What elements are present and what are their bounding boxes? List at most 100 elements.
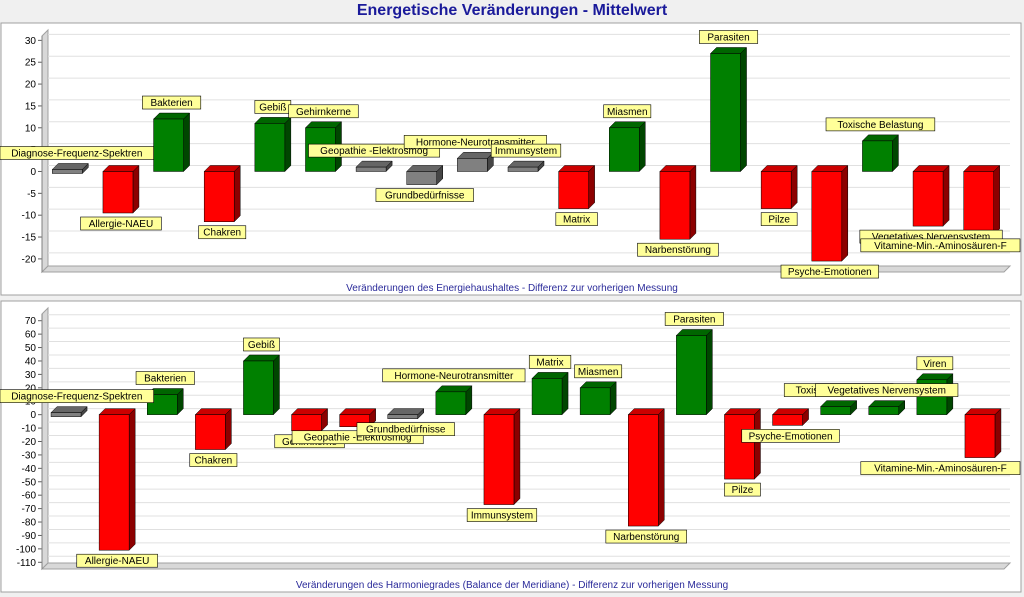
svg-text:Gehirnkerne: Gehirnkerne xyxy=(296,107,351,118)
y-tick-label: 40 xyxy=(25,356,37,367)
bar xyxy=(861,134,900,173)
category-label: Vitamine-Min.-Aminosäuren-F xyxy=(860,238,1021,253)
bar xyxy=(675,328,713,416)
bar xyxy=(868,400,906,416)
energy-chart-caption: Veränderungen des Energiehaushaltes - Di… xyxy=(346,283,678,294)
svg-text:Chakren: Chakren xyxy=(203,228,241,239)
svg-text:Hormone-Neurotransmitter: Hormone-Neurotransmitter xyxy=(416,137,536,148)
category-label: Toxische Belastung xyxy=(825,117,936,132)
bar xyxy=(912,164,950,227)
svg-text:Immunsystem: Immunsystem xyxy=(495,146,557,157)
bar xyxy=(811,164,849,262)
y-tick-label: -15 xyxy=(22,233,37,244)
category-label: Pilze xyxy=(724,482,761,497)
bar xyxy=(659,164,697,240)
energy-chart: 302520151050-5-10-15-20Diagnose-Frequenz… xyxy=(0,22,1022,296)
y-tick-label: -10 xyxy=(22,211,37,222)
y-tick-label: 10 xyxy=(25,123,37,134)
category-label: Miasmen xyxy=(574,364,623,379)
category-label: Gehirnkerne xyxy=(288,104,359,119)
bar xyxy=(531,371,569,416)
bar xyxy=(456,151,494,173)
category-label: Grundbedürfnisse xyxy=(356,422,455,436)
svg-text:Geopathie -Elektrosmog: Geopathie -Elektrosmog xyxy=(320,146,428,157)
bar xyxy=(51,162,89,175)
bar xyxy=(579,381,617,416)
category-label: Psyche-Emotionen xyxy=(741,429,840,443)
y-tick-label: 70 xyxy=(25,316,37,327)
bar xyxy=(146,387,184,416)
harmony-chart-caption: Veränderungen des Harmoniegrades (Balanc… xyxy=(295,580,729,591)
y-tick-label: 30 xyxy=(25,36,37,47)
bar xyxy=(290,408,329,432)
bar xyxy=(355,160,393,173)
bar xyxy=(771,408,810,426)
y-tick-label: 0 xyxy=(30,167,36,178)
category-label: Bakterien xyxy=(142,95,202,110)
y-tick-label: -5 xyxy=(27,189,36,200)
floor xyxy=(40,562,1012,570)
harmony-chart-panel: 706050403020100-10-20-30-40-50-60-70-80-… xyxy=(0,300,1024,595)
category-label: Parasiten xyxy=(664,312,724,326)
y-tick-label: 20 xyxy=(25,383,37,394)
y-tick-label: -50 xyxy=(22,477,37,488)
svg-text:Miasmen: Miasmen xyxy=(607,107,648,118)
bar xyxy=(608,121,646,173)
svg-text:Viren: Viren xyxy=(923,359,946,370)
category-label: Diagnose-Frequenz-Spektren xyxy=(0,146,154,160)
energy-chart-panel: 302520151050-5-10-15-20Diagnose-Frequenz… xyxy=(0,22,1024,297)
category-label: Bakterien xyxy=(135,371,195,385)
bar xyxy=(760,164,798,210)
y-tick-label: 0 xyxy=(30,410,36,421)
svg-text:Narbenstörung: Narbenstörung xyxy=(645,245,711,256)
y-tick-label: 15 xyxy=(25,101,37,112)
category-label: Narbenstörung xyxy=(637,242,719,257)
svg-text:Toxische Belastung: Toxische Belastung xyxy=(837,120,923,131)
y-tick-label: -40 xyxy=(22,464,37,475)
svg-text:Narbenstörung: Narbenstörung xyxy=(613,532,679,543)
svg-text:Vegetatives Nervensystem: Vegetatives Nervensystem xyxy=(872,232,990,243)
category-label: Allergie-NAEU xyxy=(80,216,162,231)
bar xyxy=(387,408,425,420)
svg-text:Parasiten: Parasiten xyxy=(673,314,715,325)
bar xyxy=(50,406,88,418)
svg-text:Matrix: Matrix xyxy=(563,215,590,226)
svg-text:Gebiß: Gebiß xyxy=(248,340,275,351)
bar xyxy=(152,112,191,173)
category-label: Narbenstörung xyxy=(605,529,687,544)
category-label: Gebiß xyxy=(243,337,280,352)
y-tick-label: -70 xyxy=(22,504,37,515)
svg-text:Matrix: Matrix xyxy=(536,357,563,368)
floor xyxy=(40,265,1012,273)
category-label: Miasmen xyxy=(603,104,652,119)
svg-text:Parasiten: Parasiten xyxy=(707,32,749,43)
svg-text:Bakterien: Bakterien xyxy=(144,374,186,385)
category-label: Vitamine-Min.-Aminosäuren-F xyxy=(860,461,1021,475)
category-label: Parasiten xyxy=(699,30,759,44)
bar xyxy=(435,385,473,416)
bar xyxy=(964,408,1002,459)
bar xyxy=(627,408,665,527)
harmony-chart: 706050403020100-10-20-30-40-50-60-70-80-… xyxy=(0,300,1022,593)
svg-text:Vitamine-Min.-Aminosäuren-F: Vitamine-Min.-Aminosäuren-F xyxy=(874,241,1007,252)
bar xyxy=(507,160,545,173)
svg-text:Allergie-NAEU: Allergie-NAEU xyxy=(85,556,149,567)
svg-text:Hormone-Neurotransmitter: Hormone-Neurotransmitter xyxy=(394,371,514,382)
svg-text:Immunsystem: Immunsystem xyxy=(471,511,533,522)
category-label: Pilze xyxy=(760,212,798,226)
svg-text:Gebiß: Gebiß xyxy=(259,102,286,113)
y-tick-label: -30 xyxy=(22,450,37,461)
category-label: Grundbedürfnisse xyxy=(375,188,474,202)
category-label: Chakren xyxy=(189,453,238,467)
category-label: Chakren xyxy=(198,225,247,240)
svg-text:Allergie-NAEU: Allergie-NAEU xyxy=(89,219,153,230)
bar xyxy=(203,164,241,223)
bar xyxy=(820,400,858,416)
category-label: Immunsystem xyxy=(466,508,538,522)
svg-text:Pilze: Pilze xyxy=(732,485,754,496)
bar xyxy=(558,164,596,210)
y-tick-label: 60 xyxy=(25,330,37,341)
y-tick-label: -90 xyxy=(22,531,37,542)
bar xyxy=(406,164,444,186)
bar xyxy=(963,164,1001,236)
